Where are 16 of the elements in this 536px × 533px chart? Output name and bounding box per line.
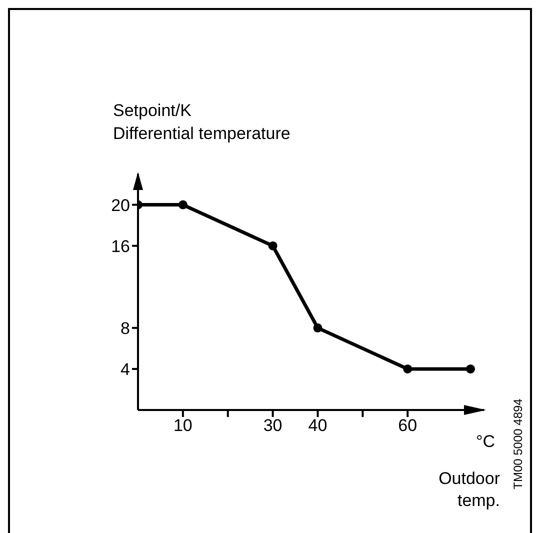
y-tick-label: 20 bbox=[111, 196, 130, 215]
text: TM00 5000 4894 bbox=[511, 398, 525, 490]
point bbox=[178, 200, 188, 210]
point bbox=[313, 323, 322, 332]
point bbox=[403, 364, 412, 374]
x-tick-label: 30 bbox=[263, 416, 282, 436]
x-tick-label: 40 bbox=[308, 416, 328, 436]
y-tick-label: 8 bbox=[120, 318, 130, 338]
point bbox=[466, 364, 476, 374]
x-tick-label: 10 bbox=[173, 416, 192, 436]
y-tick-label: 16 bbox=[111, 236, 130, 256]
y-tick-label: 4 bbox=[120, 360, 130, 379]
x-axis-title: °C Outdoor temp. bbox=[438, 432, 500, 510]
y-axis-title: Setpoint/K Differential temperature bbox=[113, 101, 290, 143]
point bbox=[268, 241, 278, 250]
x-tick-label: 60 bbox=[398, 416, 418, 436]
